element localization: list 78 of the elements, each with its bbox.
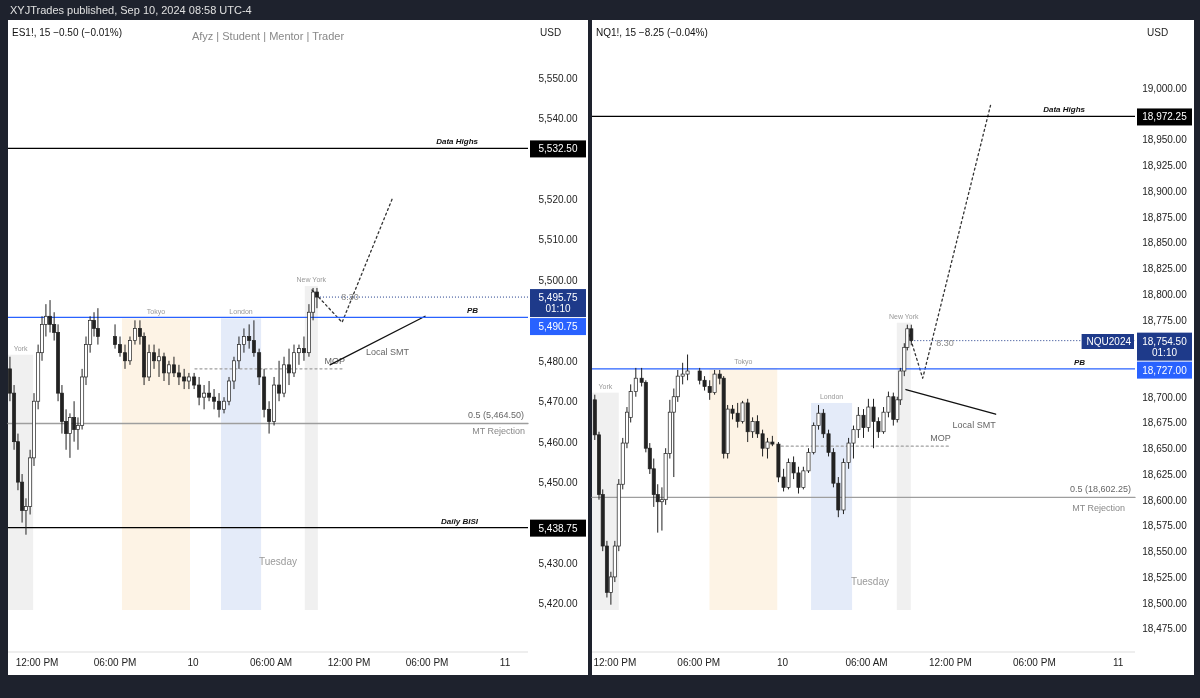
candlestick <box>95 307 100 346</box>
ref-line-label: Data Highs <box>1043 105 1086 115</box>
annotation: 8.30 <box>341 292 359 302</box>
y-tick-label: 5,470.00 <box>538 396 578 408</box>
y-tick-label: 18,775.00 <box>1142 314 1188 326</box>
x-tick-label: 12:00 PM <box>929 657 972 668</box>
annotation: 5,490.75 <box>538 321 578 333</box>
x-tick-label: 11 <box>499 657 511 668</box>
y-tick-label: 5,540.00 <box>538 113 578 125</box>
candlestick <box>909 324 914 346</box>
candlestick <box>48 299 52 333</box>
y-tick-label: 5,450.00 <box>538 477 578 489</box>
ref-line-label: PB <box>466 306 479 316</box>
x-tick-label: 10 <box>187 657 200 668</box>
y-axis-title: USD <box>540 27 562 38</box>
y-axis-title: USD <box>1147 27 1169 38</box>
candlestick <box>315 287 319 309</box>
y-tick-label: 5,420.00 <box>538 598 578 610</box>
annotation: NQU2024 <box>1086 336 1132 347</box>
y-tick-label: 18,475.00 <box>1142 623 1188 635</box>
annotation: 18,754.50 01:10 <box>1142 335 1188 358</box>
annotation: 5,438.75 <box>538 522 578 534</box>
x-tick-label: 11 <box>1113 657 1124 668</box>
text: NQ1!, 15 −8.25 (−0.04%) <box>596 27 708 38</box>
x-tick-label: 06:00 PM <box>1012 657 1056 668</box>
y-tick-label: 18,850.00 <box>1142 237 1188 249</box>
ref-line-label: Daily BISI <box>441 516 479 526</box>
ref-line-label: PB <box>1073 357 1086 367</box>
y-tick-label: 18,800.00 <box>1142 288 1188 300</box>
text: Afyz | Student | Mentor | Trader <box>191 30 345 42</box>
x-tick-label: 12:00 PM <box>593 657 637 668</box>
annotation: 18,727.00 <box>1142 364 1188 376</box>
y-tick-label: 18,700.00 <box>1142 391 1188 403</box>
x-tick-label: 06:00 PM <box>93 657 137 668</box>
y-tick-label: 18,500.00 <box>1142 597 1188 609</box>
y-tick-label: 5,430.00 <box>538 558 578 570</box>
y-tick-label: 18,525.00 <box>1142 571 1188 583</box>
y-tick-label: 18,675.00 <box>1142 417 1188 429</box>
series-label: 0.5 (5,464.50) <box>467 410 524 421</box>
y-tick-label: 18,600.00 <box>1142 494 1188 506</box>
y-tick-label: 18,650.00 <box>1142 443 1188 455</box>
x-tick-label: 12:00 PM <box>15 657 59 668</box>
x-tick-label: 06:00 AM <box>249 657 293 668</box>
y-tick-label: 5,500.00 <box>538 274 578 286</box>
text: ES1!, 15 −0.50 (−0.01%) <box>12 27 123 38</box>
y-tick-label: 5,510.00 <box>538 234 578 246</box>
y-tick-label: 18,550.00 <box>1142 546 1188 558</box>
annotation: MT Rejection <box>472 426 525 436</box>
series-label: Local SMT <box>366 346 410 357</box>
y-tick-label: 18,900.00 <box>1142 185 1188 197</box>
x-tick-label: 12:00 PM <box>327 657 371 668</box>
y-tick-label: 5,550.00 <box>538 72 578 84</box>
y-tick-label: 18,575.00 <box>1142 520 1188 532</box>
annotation: 8.30 <box>936 338 954 348</box>
series-label: Local SMT <box>952 420 997 431</box>
text: XYJTrades published, Sep 10, 2024 08:58 UTC-4 <box>10 4 252 16</box>
annotation: 5,495.75 01:10 <box>538 292 578 315</box>
ref-line-label: Data Highs <box>436 137 479 147</box>
y-tick-label: 5,480.00 <box>538 355 578 367</box>
y-tick-label: 18,625.00 <box>1142 468 1188 480</box>
y-tick-label: 18,950.00 <box>1142 134 1188 146</box>
y-tick-label: 19,000.00 <box>1142 82 1188 94</box>
annotation: 18,972.25 <box>1142 111 1188 123</box>
y-tick-label: 18,925.00 <box>1142 160 1188 172</box>
x-tick-label: 10 <box>777 657 789 668</box>
series-label: MOP <box>930 433 951 444</box>
series-label: 0.5 (18,602.25) <box>1069 484 1131 495</box>
annotation: Tuesday <box>851 576 889 587</box>
x-tick-label: 06:00 PM <box>405 657 449 668</box>
x-tick-label: 06:00 PM <box>677 657 721 668</box>
annotation: MT Rejection <box>1072 503 1125 513</box>
y-tick-label: 5,460.00 <box>538 436 578 448</box>
annotation: 5,532.50 <box>538 143 578 155</box>
y-tick-label: 18,875.00 <box>1142 211 1188 223</box>
y-tick-label: 5,520.00 <box>538 193 578 205</box>
x-tick-label: 06:00 AM <box>845 657 888 668</box>
y-tick-label: 18,825.00 <box>1142 263 1188 275</box>
annotation: Tuesday <box>259 556 297 567</box>
